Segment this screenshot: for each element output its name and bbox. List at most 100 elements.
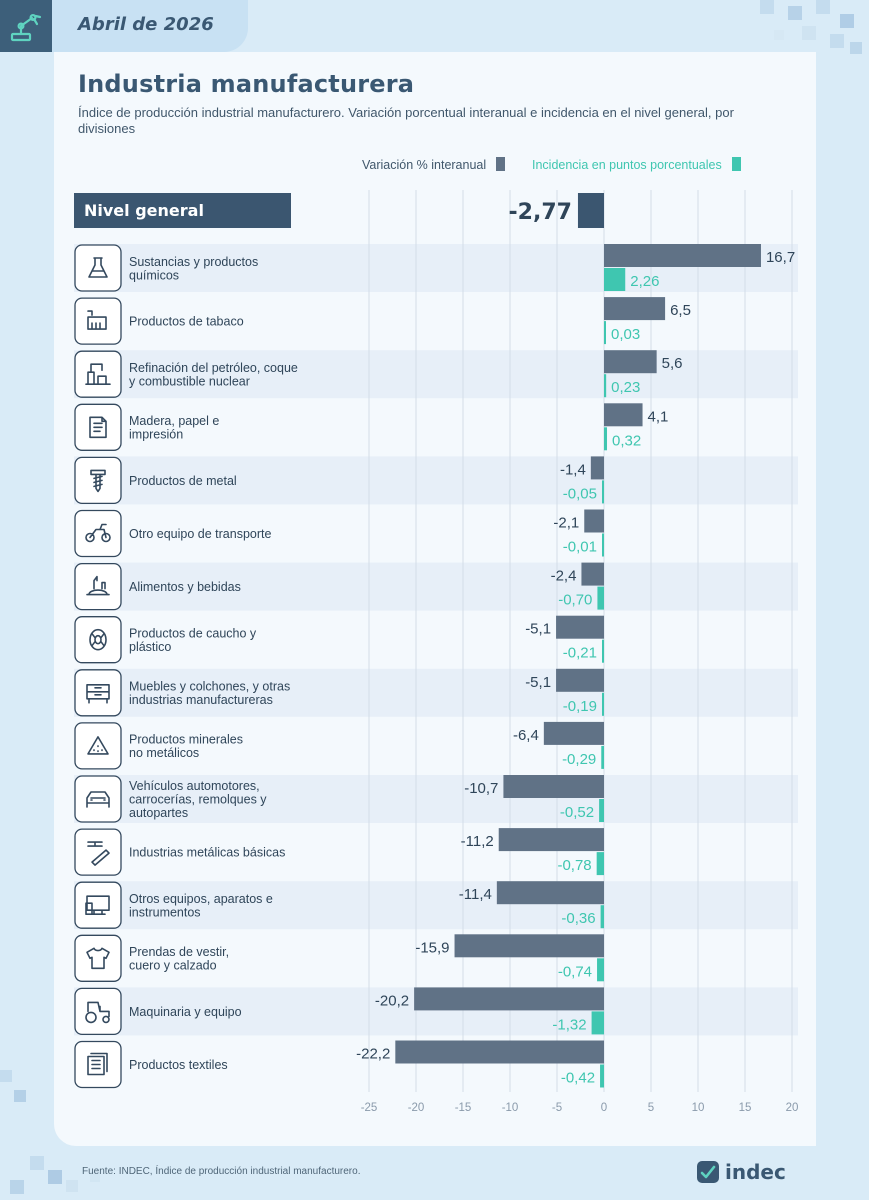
incidence-label: -0,78 bbox=[557, 857, 591, 874]
category-icon-box bbox=[74, 350, 122, 398]
variation-bar bbox=[556, 668, 604, 692]
category-label: Otro equipo de transporte bbox=[129, 527, 271, 541]
variation-label: -2,1 bbox=[553, 515, 579, 532]
x-tick-label: -5 bbox=[552, 1102, 562, 1114]
legend-incidence: Incidencia en puntos porcentuales bbox=[532, 157, 741, 172]
incidence-bar bbox=[602, 639, 604, 663]
general-value-label: -2,77 bbox=[509, 200, 572, 225]
row-band bbox=[74, 668, 798, 717]
variation-bar bbox=[604, 403, 643, 427]
variation-bar bbox=[454, 934, 604, 958]
variation-bar bbox=[604, 297, 666, 321]
category-icon-box bbox=[74, 934, 122, 982]
x-tick-label: 0 bbox=[601, 1102, 607, 1114]
category-label: instrumentos bbox=[129, 905, 201, 919]
indec-logo-icon bbox=[697, 1161, 719, 1183]
x-tick-label: -25 bbox=[361, 1102, 378, 1114]
screw-icon bbox=[90, 469, 106, 493]
incidence-bar bbox=[602, 692, 604, 716]
page-subtitle: Índice de producción industrial manufact… bbox=[78, 105, 734, 136]
car-icon bbox=[86, 791, 110, 808]
variation-bar bbox=[581, 562, 604, 586]
category-icon-box bbox=[74, 509, 122, 558]
category-label: Alimentos y bebidas bbox=[129, 580, 241, 594]
category-label: industrias manufactureras bbox=[129, 693, 273, 707]
variation-label: 16,7 bbox=[766, 249, 795, 266]
metal-beam-icon bbox=[87, 841, 110, 866]
variation-bar bbox=[584, 509, 604, 533]
variation-label: -15,9 bbox=[415, 939, 449, 956]
incidence-bar bbox=[602, 480, 604, 504]
category-label: cuero y calzado bbox=[129, 959, 217, 973]
general-label-box bbox=[74, 193, 291, 228]
tire-icon bbox=[89, 628, 107, 651]
category-icon-box bbox=[74, 669, 122, 717]
category-label: no metálicos bbox=[129, 746, 199, 760]
category-icon-box bbox=[74, 562, 122, 611]
variation-bar bbox=[556, 615, 604, 639]
category-label: Muebles y colchones, y otras bbox=[129, 680, 290, 694]
category-label: autopartes bbox=[129, 806, 188, 820]
page-title: Industria manufacturera bbox=[78, 70, 415, 98]
tshirt-icon bbox=[86, 947, 110, 970]
general-bar bbox=[577, 193, 604, 228]
variation-bar bbox=[590, 456, 604, 480]
incidence-label: -0,36 bbox=[561, 910, 595, 927]
paper-icon bbox=[89, 416, 107, 439]
category-label: Productos de metal bbox=[129, 474, 237, 488]
category-label: Madera, papel e bbox=[129, 414, 219, 428]
row-band bbox=[74, 297, 798, 346]
category-icon-box bbox=[74, 297, 122, 345]
category-label: Productos textiles bbox=[129, 1058, 228, 1072]
tractor-icon bbox=[85, 1001, 110, 1024]
incidence-bar bbox=[604, 374, 607, 398]
variation-label: -5,1 bbox=[525, 674, 551, 691]
incidence-label: 0,23 bbox=[611, 379, 640, 396]
incidence-label: -0,74 bbox=[558, 963, 592, 980]
incidence-label: 0,03 bbox=[611, 326, 640, 343]
row-band bbox=[74, 456, 798, 505]
row-band bbox=[74, 350, 798, 399]
textile-icon bbox=[87, 1052, 108, 1076]
decorative-pixels-top bbox=[760, 0, 862, 54]
incidence-bar bbox=[599, 799, 604, 822]
variation-label: -2,4 bbox=[551, 568, 577, 585]
category-label: Refinación del petróleo, coque bbox=[129, 361, 298, 375]
x-tick-label: -10 bbox=[502, 1102, 519, 1114]
category-label: Industrias metálicas básicas bbox=[129, 846, 285, 860]
incidence-bar bbox=[600, 1064, 604, 1088]
variation-label: -1,4 bbox=[560, 461, 586, 478]
x-tick-label: 15 bbox=[739, 1102, 752, 1114]
category-label: Prendas de vestir, bbox=[129, 945, 229, 959]
x-tick-label: -15 bbox=[455, 1102, 472, 1114]
category-icon-box bbox=[74, 244, 122, 292]
category-label: Productos de tabaco bbox=[129, 315, 244, 329]
category-icon-box bbox=[74, 616, 122, 664]
footer-logo: indec bbox=[696, 1160, 786, 1184]
row-band bbox=[74, 562, 798, 611]
category-label: y combustible nuclear bbox=[129, 374, 250, 388]
variation-label: -10,7 bbox=[464, 780, 498, 797]
legend-incidence-swatch bbox=[731, 157, 741, 171]
row-band bbox=[74, 403, 798, 452]
category-label: Vehículos automotores, bbox=[129, 779, 260, 793]
category-icon-box bbox=[74, 456, 122, 505]
x-tick-label: -20 bbox=[408, 1102, 425, 1114]
category-icon-box bbox=[74, 828, 122, 876]
food-icon bbox=[86, 575, 110, 596]
incidence-bar bbox=[597, 586, 604, 610]
variation-bar bbox=[498, 828, 604, 852]
incidence-bar bbox=[600, 905, 604, 929]
row-band bbox=[74, 934, 798, 983]
incidence-bar bbox=[597, 958, 604, 982]
incidence-bar bbox=[601, 745, 604, 769]
incidence-bar bbox=[596, 852, 604, 876]
computer-icon bbox=[85, 895, 110, 916]
row-band bbox=[74, 881, 798, 930]
incidence-label: 0,32 bbox=[612, 432, 641, 449]
row-band bbox=[74, 509, 798, 558]
header-logo bbox=[0, 0, 52, 52]
general-label: Nivel general bbox=[84, 201, 204, 220]
incidence-bar bbox=[602, 533, 604, 557]
variation-label: 4,1 bbox=[648, 408, 669, 425]
